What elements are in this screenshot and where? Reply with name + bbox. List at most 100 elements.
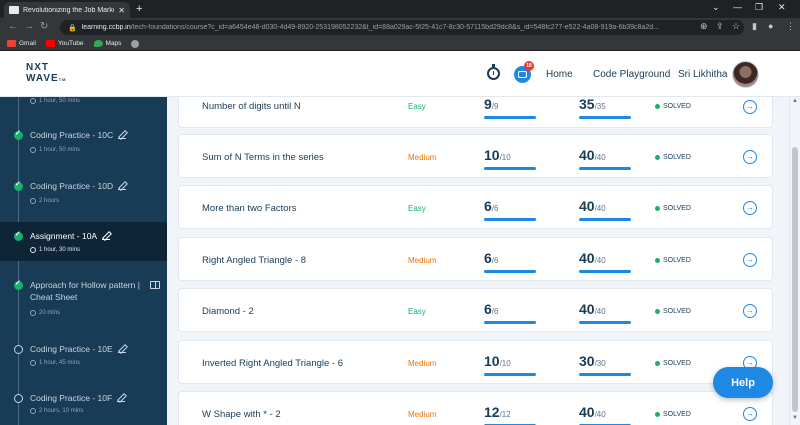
sidebar-item-previous[interactable]: 1 hour, 50 mins [0, 97, 167, 109]
solved-dot-icon [655, 155, 660, 160]
scrollbar-thumb[interactable] [792, 147, 798, 412]
maximize-icon[interactable]: ❐ [755, 2, 764, 12]
url-text: learning.ccbp.in/tech-foundations/course… [81, 24, 659, 31]
app-header: NXT WAVETM 18 Home Code Playground Sri L… [0, 51, 800, 97]
forward-icon[interactable]: → [24, 21, 34, 32]
nav-home-link[interactable]: Home [546, 69, 573, 80]
points-score: 30/30 [579, 353, 606, 369]
status-badge: SOLVED [655, 257, 691, 264]
clock-icon [30, 247, 36, 253]
avatar[interactable] [732, 61, 759, 88]
page-scrollbar[interactable]: ▲ ▼ [789, 97, 800, 425]
difficulty-label: Medium [408, 359, 437, 368]
open-question-arrow-icon[interactable]: → [743, 304, 757, 318]
test-cases-progress-bar [484, 218, 536, 221]
points-score: 40/40 [579, 198, 606, 214]
window-close-icon[interactable]: ✕ [778, 2, 786, 12]
reload-icon[interactable]: ↻ [40, 21, 49, 32]
tab-search-icon[interactable]: ⌄ [712, 2, 720, 12]
address-bar[interactable]: 🔒 learning.ccbp.in/tech-foundations/cour… [60, 20, 744, 35]
zoom-icon[interactable]: ⊕ [700, 21, 708, 31]
question-title: Sum of N Terms in the series [202, 152, 324, 163]
question-row[interactable]: Number of digits until N Easy 9/9 35/35 … [178, 97, 773, 128]
points-progress-bar [579, 116, 631, 119]
completed-check-icon [14, 230, 23, 241]
solved-dot-icon [655, 309, 660, 314]
status-badge: SOLVED [655, 103, 691, 110]
stopwatch-icon[interactable] [487, 64, 500, 80]
bookmark-star-icon[interactable]: ☆ [732, 21, 741, 31]
sidebar-item-assignment-10a[interactable]: Assignment - 10A 1 hour, 30 mins [0, 222, 167, 261]
site-favicon-icon [9, 6, 19, 14]
sidebar-item-coding-practice-10f[interactable]: Coding Practice - 10F 2 hours, 10 mins [0, 389, 167, 423]
globe-icon [131, 39, 140, 48]
open-question-arrow-icon[interactable]: → [743, 407, 757, 421]
sidebar-item-label: Coding Practice - 10D [30, 180, 127, 192]
question-row[interactable]: Diamond - 2 Easy 6/6 40/40 SOLVED → [178, 288, 773, 332]
incomplete-circle-icon [14, 394, 23, 403]
question-row[interactable]: Right Angled Triangle - 8 Medium 6/6 40/… [178, 237, 773, 281]
open-question-arrow-icon[interactable]: → [743, 201, 757, 215]
open-question-arrow-icon[interactable]: → [743, 150, 757, 164]
open-question-arrow-icon[interactable]: → [743, 100, 757, 114]
edit-icon [118, 131, 127, 139]
bookmark-globe[interactable] [131, 39, 140, 48]
browser-toolbar: ← → ↻ 🔒 learning.ccbp.in/tech-foundation… [0, 18, 800, 37]
clock-icon [30, 198, 36, 204]
clock-icon [30, 310, 36, 316]
bookmark-gmail[interactable]: Gmail [7, 40, 36, 47]
nav-code-playground-link[interactable]: Code Playground [593, 69, 671, 80]
clock-icon [30, 98, 36, 104]
new-tab-button[interactable]: + [136, 3, 143, 15]
minimize-icon[interactable]: — [733, 2, 742, 12]
notification-badge: 18 [524, 61, 534, 71]
tab-close-icon[interactable]: ✕ [118, 5, 125, 15]
menu-icon[interactable]: ⋮ [786, 21, 795, 31]
question-row[interactable]: More than two Factors Easy 6/6 40/40 SOL… [178, 185, 773, 229]
back-icon[interactable]: ← [8, 21, 18, 32]
test-cases-progress-bar [484, 373, 536, 376]
scroll-up-arrow-icon[interactable]: ▲ [792, 98, 798, 104]
solved-dot-icon [655, 258, 660, 263]
scroll-down-arrow-icon[interactable]: ▼ [792, 415, 798, 421]
question-title: Inverted Right Angled Triangle - 6 [202, 358, 344, 369]
profile-icon[interactable]: ● [768, 21, 774, 31]
sidebar-item-label: Coding Practice - 10E [30, 343, 126, 355]
help-button[interactable]: Help [713, 367, 773, 398]
browser-tab[interactable]: Revolutionizing the Job Market | ✕ [4, 2, 130, 18]
sidebar-item-coding-practice-10e[interactable]: Coding Practice - 10E 1 hour, 45 mins [0, 340, 167, 374]
edit-icon [102, 232, 111, 240]
sidebar-item-label: Approach for Hollow pattern | Cheat Shee… [30, 280, 140, 302]
youtube-icon [45, 40, 55, 47]
timeline-line [18, 97, 19, 425]
bookmark-youtube[interactable]: YouTube [45, 40, 84, 47]
nxtwave-logo[interactable]: NXT WAVETM [26, 62, 67, 84]
browser-tab-strip: Revolutionizing the Job Market | ✕ + ⌄ —… [0, 0, 800, 18]
difficulty-label: Medium [408, 410, 437, 419]
gmail-icon [7, 40, 16, 47]
sidebar-item-coding-practice-10c[interactable]: Coding Practice - 10C 1 hour, 50 mins [0, 125, 167, 159]
sidebar-item-coding-practice-10d[interactable]: Coding Practice - 10D 2 hours [0, 176, 167, 210]
status-badge: SOLVED [655, 411, 691, 418]
question-title: More than two Factors [202, 203, 297, 214]
sidebar-item-hollow-pattern-cheat-sheet[interactable]: Approach for Hollow pattern | Cheat Shee… [0, 275, 167, 323]
share-icon[interactable]: ⇪ [716, 21, 724, 31]
edit-icon [117, 345, 126, 353]
points-score: 40/40 [579, 147, 606, 163]
question-row[interactable]: Sum of N Terms in the series Medium 10/1… [178, 134, 773, 178]
user-name[interactable]: Sri Likhitha [678, 69, 728, 80]
sidebar-item-duration: 1 hour, 30 mins [30, 247, 80, 253]
side-panel-icon[interactable]: ▮ [752, 21, 757, 31]
bookmark-maps[interactable]: Maps [93, 40, 121, 47]
test-cases-score: 10/10 [484, 147, 511, 163]
status-badge: SOLVED [655, 154, 691, 161]
open-question-arrow-icon[interactable]: → [743, 253, 757, 267]
question-row[interactable]: W Shape with * - 2 Medium 12/12 40/40 SO… [178, 391, 773, 425]
solved-dot-icon [655, 361, 660, 366]
points-progress-bar [579, 321, 631, 324]
points-progress-bar [579, 167, 631, 170]
question-title: Right Angled Triangle - 8 [202, 255, 307, 266]
solved-dot-icon [655, 206, 660, 211]
question-row[interactable]: Inverted Right Angled Triangle - 6 Mediu… [178, 340, 773, 384]
